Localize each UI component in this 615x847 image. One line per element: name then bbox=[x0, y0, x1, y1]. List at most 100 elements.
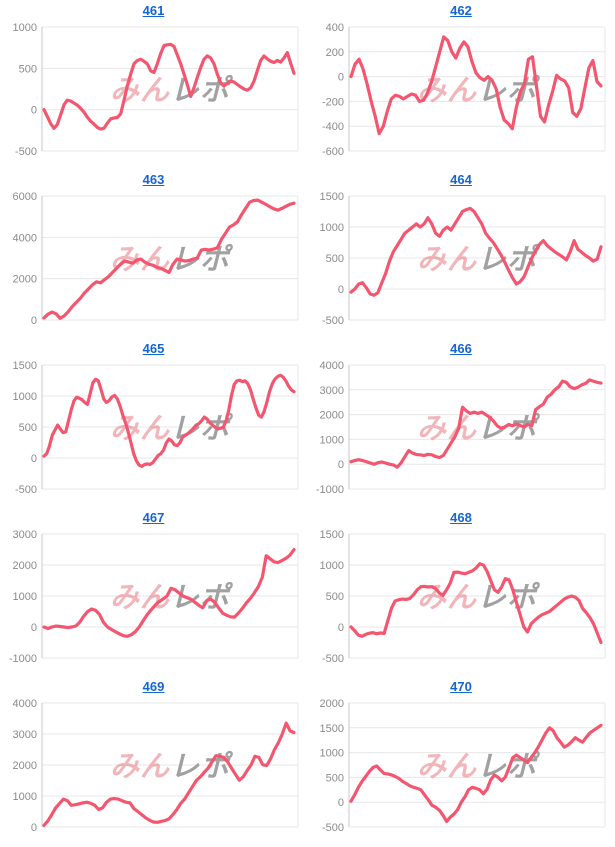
y-tick-label: 0 bbox=[338, 284, 344, 296]
chart-cell: 465 1500 1000 500 0 -500 みんレポ bbox=[0, 338, 307, 507]
y-tick-label: 0 bbox=[31, 315, 37, 327]
chart-plot: 4000 3000 2000 1000 0 みんレポ bbox=[13, 698, 299, 834]
data-line bbox=[42, 198, 296, 320]
chart-cell: 463 6000 4000 2000 0 みんレポ bbox=[0, 169, 307, 338]
y-tick-label: 2000 bbox=[13, 760, 37, 772]
data-line bbox=[349, 723, 603, 824]
y-tick-label: 1000 bbox=[13, 591, 37, 603]
y-tick-label: -200 bbox=[322, 96, 344, 108]
y-tick-label: 400 bbox=[326, 22, 344, 34]
chart-link-463[interactable]: 463 bbox=[142, 172, 165, 187]
watermark-left: みん bbox=[110, 580, 170, 614]
y-tick-label: -400 bbox=[322, 121, 344, 133]
chart-plot: 1500 1000 500 0 -500 みんレポ bbox=[320, 191, 606, 327]
chart-title: 462 bbox=[307, 2, 615, 19]
y-tick-label: 0 bbox=[31, 105, 37, 117]
y-tick-label: 0 bbox=[338, 72, 344, 84]
chart-plot: 2000 1500 1000 500 0 -500 みんレポ bbox=[320, 698, 606, 834]
data-line bbox=[349, 378, 603, 469]
watermark-right: レポ bbox=[170, 749, 234, 783]
watermark-left: みん bbox=[110, 749, 170, 783]
chart-plot: 3000 2000 1000 0 -1000 みんレポ bbox=[9, 529, 299, 665]
chart-link-462[interactable]: 462 bbox=[450, 3, 472, 18]
chart-title: 470 bbox=[307, 678, 615, 695]
watermark: みんレポ bbox=[110, 411, 234, 445]
y-tick-label: 0 bbox=[338, 797, 344, 809]
watermark: みんレポ bbox=[110, 580, 234, 614]
y-tick-label: 0 bbox=[31, 822, 37, 834]
chart-cell: 466 4000 3000 2000 1000 0 -1000 みんレポ bbox=[307, 338, 615, 507]
y-tick-label: 3000 bbox=[13, 529, 37, 541]
y-tick-label: 500 bbox=[19, 422, 37, 434]
watermark-left: みん bbox=[417, 749, 477, 783]
chart-link-465[interactable]: 465 bbox=[142, 341, 165, 356]
watermark-left: みん bbox=[110, 411, 170, 445]
y-tick-label: -1000 bbox=[316, 484, 344, 496]
chart-link-461[interactable]: 461 bbox=[142, 3, 165, 18]
y-tick-label: 2000 bbox=[13, 274, 37, 286]
y-tick-label: 500 bbox=[326, 772, 344, 784]
y-tick-label: -500 bbox=[15, 484, 37, 496]
watermark-left: みん bbox=[417, 73, 477, 107]
y-tick-label: 500 bbox=[326, 591, 344, 603]
chart-title: 467 bbox=[0, 509, 307, 526]
chart-link-466[interactable]: 466 bbox=[450, 341, 472, 356]
y-tick-label: 3000 bbox=[13, 729, 37, 741]
y-tick-label: 2000 bbox=[320, 410, 344, 422]
chart-link-467[interactable]: 467 bbox=[142, 510, 165, 525]
watermark-left: みん bbox=[417, 242, 477, 276]
y-tick-label: 1000 bbox=[320, 560, 344, 572]
y-tick-label: 1000 bbox=[320, 434, 344, 446]
chart-cell: 468 1500 1000 500 0 -500 みんレポ bbox=[307, 507, 615, 676]
y-tick-label: 1500 bbox=[320, 723, 344, 735]
y-tick-label: 2000 bbox=[320, 698, 344, 710]
watermark-left: みん bbox=[417, 411, 477, 445]
data-line bbox=[349, 35, 603, 136]
chart-link-464[interactable]: 464 bbox=[450, 172, 472, 187]
chart-title: 463 bbox=[0, 171, 307, 188]
y-tick-label: 1000 bbox=[13, 22, 37, 34]
y-tick-label: 0 bbox=[338, 622, 344, 634]
y-tick-label: -1000 bbox=[9, 653, 37, 665]
watermark: みんレポ bbox=[110, 73, 234, 107]
y-tick-label: -500 bbox=[322, 315, 344, 327]
data-line bbox=[349, 206, 603, 297]
watermark: みんレポ bbox=[417, 749, 541, 783]
y-tick-label: 1000 bbox=[320, 222, 344, 234]
chart-cell: 470 2000 1500 1000 500 0 -500 みんレポ bbox=[307, 676, 615, 845]
chart-cell: 467 3000 2000 1000 0 -1000 みんレポ bbox=[0, 507, 307, 676]
chart-title: 461 bbox=[0, 2, 307, 19]
watermark: みんレポ bbox=[110, 749, 234, 783]
chart-title: 465 bbox=[0, 340, 307, 357]
watermark-right: レポ bbox=[170, 73, 234, 107]
y-tick-label: 1000 bbox=[320, 748, 344, 760]
y-tick-label: 1500 bbox=[320, 191, 344, 203]
y-tick-label: 4000 bbox=[13, 698, 37, 710]
data-line bbox=[42, 721, 296, 827]
watermark: みんレポ bbox=[417, 242, 541, 276]
chart-link-468[interactable]: 468 bbox=[450, 510, 472, 525]
chart-cell: 469 4000 3000 2000 1000 0 みんレポ bbox=[0, 676, 307, 845]
y-tick-label: 2000 bbox=[13, 560, 37, 572]
chart-plot: 1500 1000 500 0 -500 みんレポ bbox=[320, 529, 606, 665]
y-tick-label: -500 bbox=[322, 653, 344, 665]
y-tick-label: 4000 bbox=[13, 232, 37, 244]
y-tick-label: -500 bbox=[322, 822, 344, 834]
chart-title: 464 bbox=[307, 171, 615, 188]
y-tick-label: 0 bbox=[338, 459, 344, 471]
watermark-left: みん bbox=[110, 73, 170, 107]
y-tick-label: 500 bbox=[19, 63, 37, 75]
data-line bbox=[349, 562, 603, 645]
watermark-right: レポ bbox=[477, 580, 541, 614]
y-tick-label: -600 bbox=[322, 146, 344, 158]
y-tick-label: 4000 bbox=[320, 360, 344, 372]
chart-link-469[interactable]: 469 bbox=[142, 679, 165, 694]
chart-link-470[interactable]: 470 bbox=[450, 679, 472, 694]
y-tick-label: 1500 bbox=[13, 360, 37, 372]
y-tick-label: 0 bbox=[31, 622, 37, 634]
y-tick-label: 1000 bbox=[13, 391, 37, 403]
